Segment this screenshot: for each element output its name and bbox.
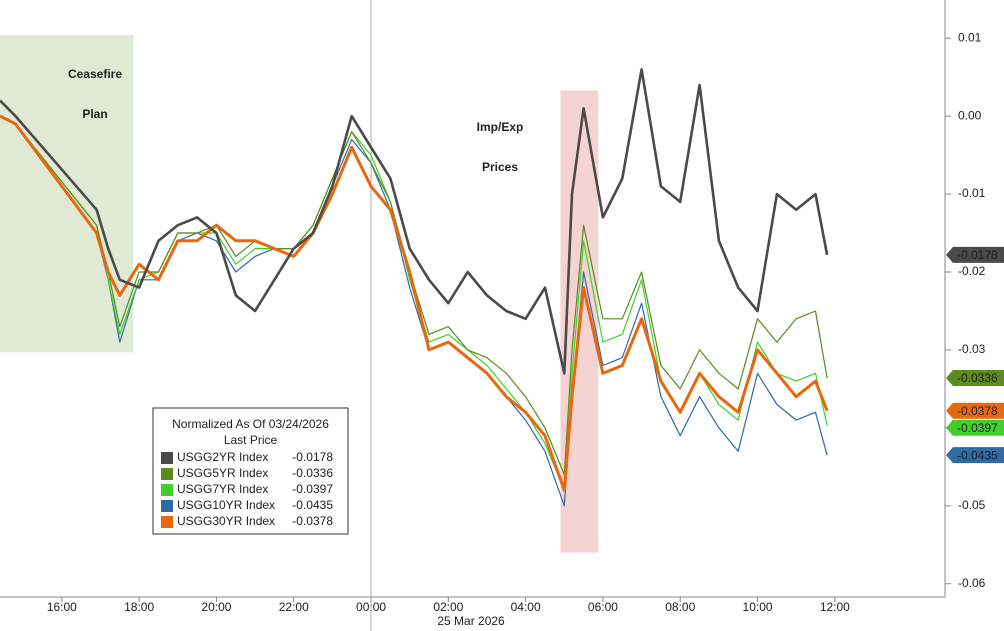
legend-value: -0.0397 — [292, 482, 333, 496]
series-line — [0, 114, 829, 492]
x-tick-label: 22:00 — [279, 600, 309, 614]
legend-swatch — [161, 516, 173, 528]
y-tick-label: -0.06 — [958, 576, 986, 590]
date-label: 25 Mar 2026 — [437, 614, 505, 628]
y-tick-label: -0.01 — [958, 186, 986, 200]
x-tick-label: 08:00 — [665, 600, 695, 614]
legend-label: USGG30YR Index — [177, 514, 275, 528]
value-tag-label: -0.0435 — [957, 448, 998, 462]
x-tick-label: 16:00 — [47, 600, 77, 614]
x-tick-label: 02:00 — [433, 600, 463, 614]
y-tick-label: -0.02 — [958, 264, 986, 278]
legend-title: Normalized As Of 03/24/2026 — [172, 417, 329, 431]
legend-label: USGG10YR Index — [177, 498, 275, 512]
series-line — [0, 115, 828, 476]
legend-value: -0.0378 — [292, 514, 333, 528]
legend-swatch — [161, 468, 173, 480]
annotation-text: Plan — [82, 107, 107, 121]
annotation-text: Prices — [482, 160, 518, 174]
value-tag-label: -0.0397 — [957, 421, 998, 435]
value-tag — [946, 369, 1004, 386]
y-tick-label: 0.00 — [958, 108, 982, 122]
legend-value: -0.0336 — [292, 466, 333, 480]
y-tick-label: -0.03 — [958, 342, 986, 356]
value-tag — [946, 246, 1004, 263]
x-tick-label: 10:00 — [743, 600, 773, 614]
value-tag-label: -0.0178 — [957, 248, 998, 262]
legend-label: USGG2YR Index — [177, 450, 268, 464]
y-tick-label: -0.05 — [958, 498, 986, 512]
value-tag — [946, 419, 1004, 436]
legend-box — [152, 407, 349, 535]
x-tick-label: 20:00 — [201, 600, 231, 614]
legend-swatch — [161, 452, 173, 464]
y-tick-label: 0.01 — [958, 30, 982, 44]
legend-label: USGG7YR Index — [177, 482, 268, 496]
legend-subtitle: Last Price — [224, 433, 278, 447]
legend-swatch — [161, 500, 173, 512]
value-tag-label: -0.0336 — [957, 371, 998, 385]
legend-value: -0.0178 — [292, 450, 333, 464]
x-tick-label: 12:00 — [820, 600, 850, 614]
annotation-text: Ceasefire — [68, 67, 122, 81]
legend-label: USGG5YR Index — [177, 466, 268, 480]
annotation-text: Imp/Exp — [477, 120, 524, 134]
x-tick-label: 06:00 — [588, 600, 618, 614]
value-tag — [946, 447, 1004, 464]
series-line — [0, 68, 829, 375]
legend-value: -0.0435 — [292, 498, 333, 512]
legend-swatch — [161, 484, 173, 496]
x-tick-label: 18:00 — [124, 600, 154, 614]
value-tag-label: -0.0378 — [957, 404, 998, 418]
value-tag — [946, 402, 1004, 419]
x-tick-label: 04:00 — [511, 600, 541, 614]
